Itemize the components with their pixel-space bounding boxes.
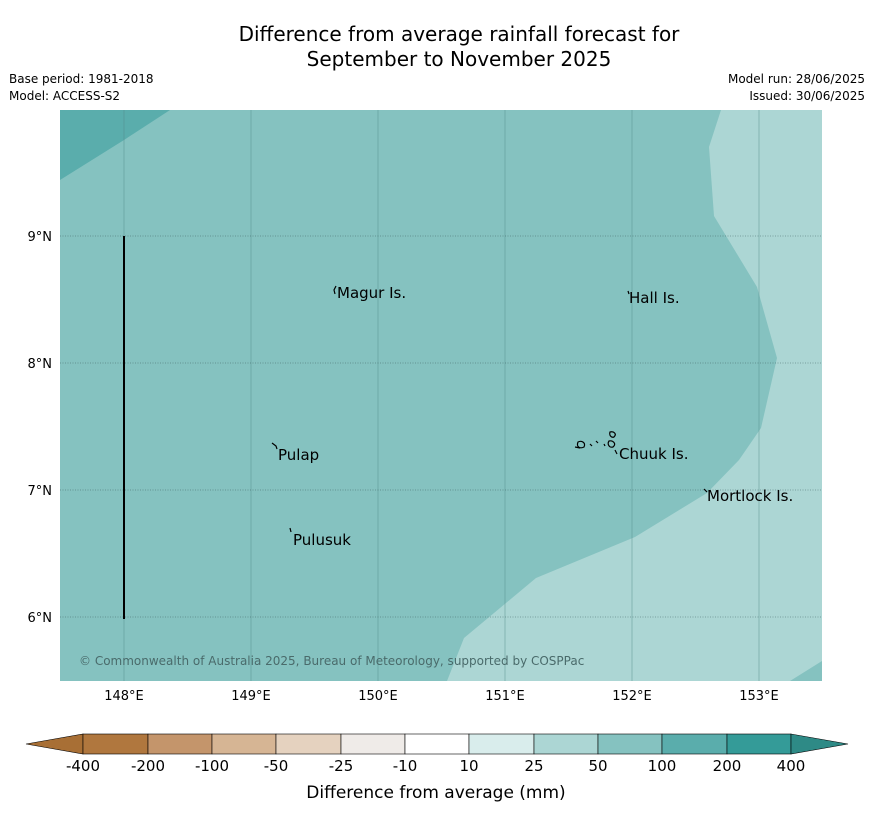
zone-50mm-east-corner (790, 661, 822, 681)
label-pulap: Pulap (278, 446, 319, 464)
colorbar-bin-11 (726, 733, 792, 755)
label-magur: Magur Is. (337, 284, 406, 302)
colorbar-title: Difference from average (mm) (306, 783, 565, 803)
magur-island-shape (333, 285, 337, 295)
colorbar-bin-6 (404, 733, 470, 755)
label-mortlock: Mortlock Is. (707, 487, 793, 505)
colorbar-label-5: -25 (329, 757, 354, 775)
lon-tick-150e: 150°E (358, 689, 398, 704)
colorbar-bin-2 (147, 733, 213, 755)
colorbar-bin-5 (340, 733, 406, 755)
colorbar-bin-7 (468, 733, 535, 755)
colorbar-label-4: -50 (264, 757, 289, 775)
map-area: Magur Is. Hall Is. Pulap Chuuk Is. Mortl… (60, 110, 822, 681)
colorbar-label-10: 100 (648, 757, 677, 775)
meta-left: Base period: 1981-2018 Model: ACCESS-S2 (9, 71, 154, 105)
colorbar-low-arrow (25, 733, 84, 755)
lat-tick-labels: 9°N 8°N 7°N 6°N (28, 230, 53, 626)
lon-tick-152e: 152°E (612, 689, 652, 704)
label-chuuk: Chuuk Is. (619, 445, 688, 463)
colorbar-bin-10 (661, 733, 728, 755)
lat-gridlines (60, 235, 822, 618)
lat-tick-6n: 6°N (28, 611, 53, 626)
model-run: Model run: 28/06/2025 (727, 72, 865, 86)
lat-tick-9n: 9°N (28, 230, 53, 245)
lon-tick-149e: 149°E (231, 689, 271, 704)
lon-tick-labels: 148°E 149°E 150°E 151°E 152°E 153°E (104, 689, 779, 704)
colorbar-label-1: -400 (66, 757, 100, 775)
issued-date: Issued: 30/06/2025 (749, 89, 865, 103)
model-name: Model: ACCESS-S2 (9, 89, 121, 103)
lon-tick-148e: 148°E (104, 689, 144, 704)
colorbar-bin-9 (597, 733, 663, 755)
label-pulusuk: Pulusuk (293, 531, 351, 549)
colorbar-labels: -400 -200 -100 -50 -25 -10 10 25 50 100 … (66, 757, 805, 775)
colorbar-label-11: 200 (713, 757, 742, 775)
colorbar-label-3: -100 (195, 757, 229, 775)
zone-25mm (447, 110, 822, 681)
pulap-island-shape (271, 442, 278, 450)
hall-island-shape (627, 290, 630, 295)
title-line-1: Difference from average rainfall forecas… (238, 22, 680, 46)
colorbar-bin-1 (82, 733, 149, 755)
colorbar-label-9: 50 (588, 757, 607, 775)
copyright-notice: © Commonwealth of Australia 2025, Bureau… (79, 654, 584, 668)
colorbar-bin-3 (211, 733, 277, 755)
label-hall: Hall Is. (629, 289, 680, 307)
base-period: Base period: 1981-2018 (9, 72, 154, 86)
lon-tick-151e: 151°E (485, 689, 525, 704)
colorbar-bin-8 (533, 733, 599, 755)
map-title: Difference from average rainfall forecas… (0, 22, 873, 72)
gridlines (123, 110, 760, 681)
colorbar-label-12: 400 (777, 757, 806, 775)
lon-tick-153e: 153°E (739, 689, 779, 704)
meta-right: Model run: 28/06/2025 Issued: 30/06/2025 (728, 71, 865, 105)
lat-tick-7n: 7°N (28, 484, 53, 499)
island-shapes (271, 285, 708, 533)
colorbar-label-2: -200 (131, 757, 165, 775)
mortlock-island-shape (703, 488, 708, 493)
chuuk-island-shapes (574, 431, 618, 455)
colorbar-label-7: 10 (459, 757, 478, 775)
pulusuk-island-shape (289, 527, 292, 533)
colorbar-label-8: 25 (524, 757, 543, 775)
colorbar: -400 -200 -100 -50 -25 -10 10 25 50 100 … (25, 733, 849, 803)
zone-100mm (60, 110, 170, 180)
colorbar-bin-4 (275, 733, 342, 755)
title-line-2: September to November 2025 (306, 47, 612, 71)
colorbar-high-arrow (790, 733, 849, 755)
colorbar-label-6: -10 (393, 757, 418, 775)
lat-tick-8n: 8°N (28, 357, 53, 372)
